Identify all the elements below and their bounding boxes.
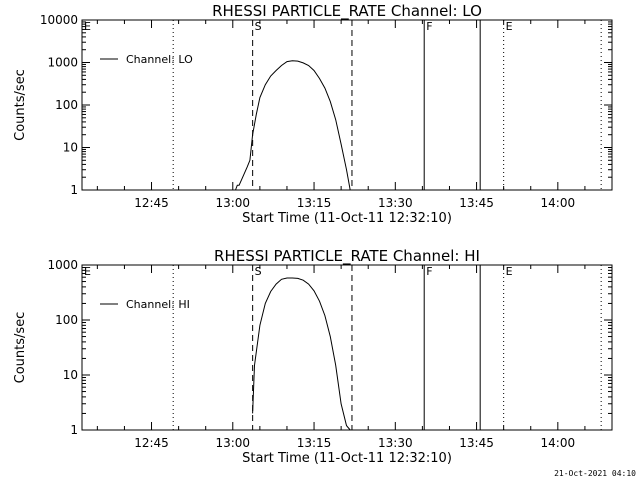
y-tick-label: 1 <box>70 423 78 437</box>
x-tick-label: 13:30 <box>378 196 413 210</box>
event-marker-label: F <box>426 20 432 33</box>
x-tick-label: 12:45 <box>134 436 169 450</box>
x-tick-label: 13:45 <box>459 196 494 210</box>
x-tick-label: 14:00 <box>541 436 576 450</box>
x-tick-label: 13:00 <box>215 196 250 210</box>
x-tick-label: 13:15 <box>297 436 332 450</box>
event-marker-label: E <box>506 265 513 278</box>
chart-panel-1: RHESSI PARTICLE_RATE Channel: LO 1 10 100 10… <box>13 2 613 226</box>
y-tick-label: 100 <box>55 98 78 112</box>
series-line-1 <box>252 277 351 431</box>
y-tick-label: 1000 <box>47 258 78 272</box>
y-tick-label: 100 <box>55 313 78 327</box>
event-marker-label: S <box>255 20 262 33</box>
chart-panel-2: RHESSI PARTICLE_RATE Channel: HI 1 10 100 10… <box>13 247 613 466</box>
legend-entry: Channel: HI <box>126 298 190 311</box>
legend-entry: Channel: LO <box>126 53 193 66</box>
x-tick-label: 13:45 <box>459 436 494 450</box>
series-line-1 <box>235 60 351 191</box>
event-marker-label: E <box>84 20 91 33</box>
x-tick-label: 12:45 <box>134 196 169 210</box>
x-tick-label: 13:00 <box>215 436 250 450</box>
y-tick-label: 1 <box>70 183 78 197</box>
x-tick-label: 14:00 <box>541 196 576 210</box>
y-axis-label: Counts/sec <box>13 312 28 384</box>
x-axis-label: Start Time (11-Oct-11 12:32:10) <box>242 211 452 226</box>
x-axis-label: Start Time (11-Oct-11 12:32:10) <box>242 451 452 466</box>
y-axis-label: Counts/sec <box>13 69 28 141</box>
y-tick-label: 1000 <box>47 56 78 70</box>
x-tick-label: 13:30 <box>378 436 413 450</box>
x-tick-label: 13:15 <box>297 196 332 210</box>
chart-title: RHESSI PARTICLE_RATE Channel: LO <box>212 2 482 21</box>
plot-frame <box>81 264 613 431</box>
timestamp-stamp: 21-Oct-2021 04:10 <box>554 469 636 478</box>
event-marker-label: F <box>426 265 432 278</box>
event-marker-label: E <box>84 265 91 278</box>
plot-frame <box>81 19 613 191</box>
event-marker-label: S <box>255 265 262 278</box>
y-tick-label: 10000 <box>40 13 78 27</box>
y-tick-label: 10 <box>63 368 78 382</box>
y-tick-label: 10 <box>63 141 78 155</box>
chart-title: RHESSI PARTICLE_RATE Channel: HI <box>214 247 480 266</box>
event-marker-label: E <box>506 20 513 33</box>
